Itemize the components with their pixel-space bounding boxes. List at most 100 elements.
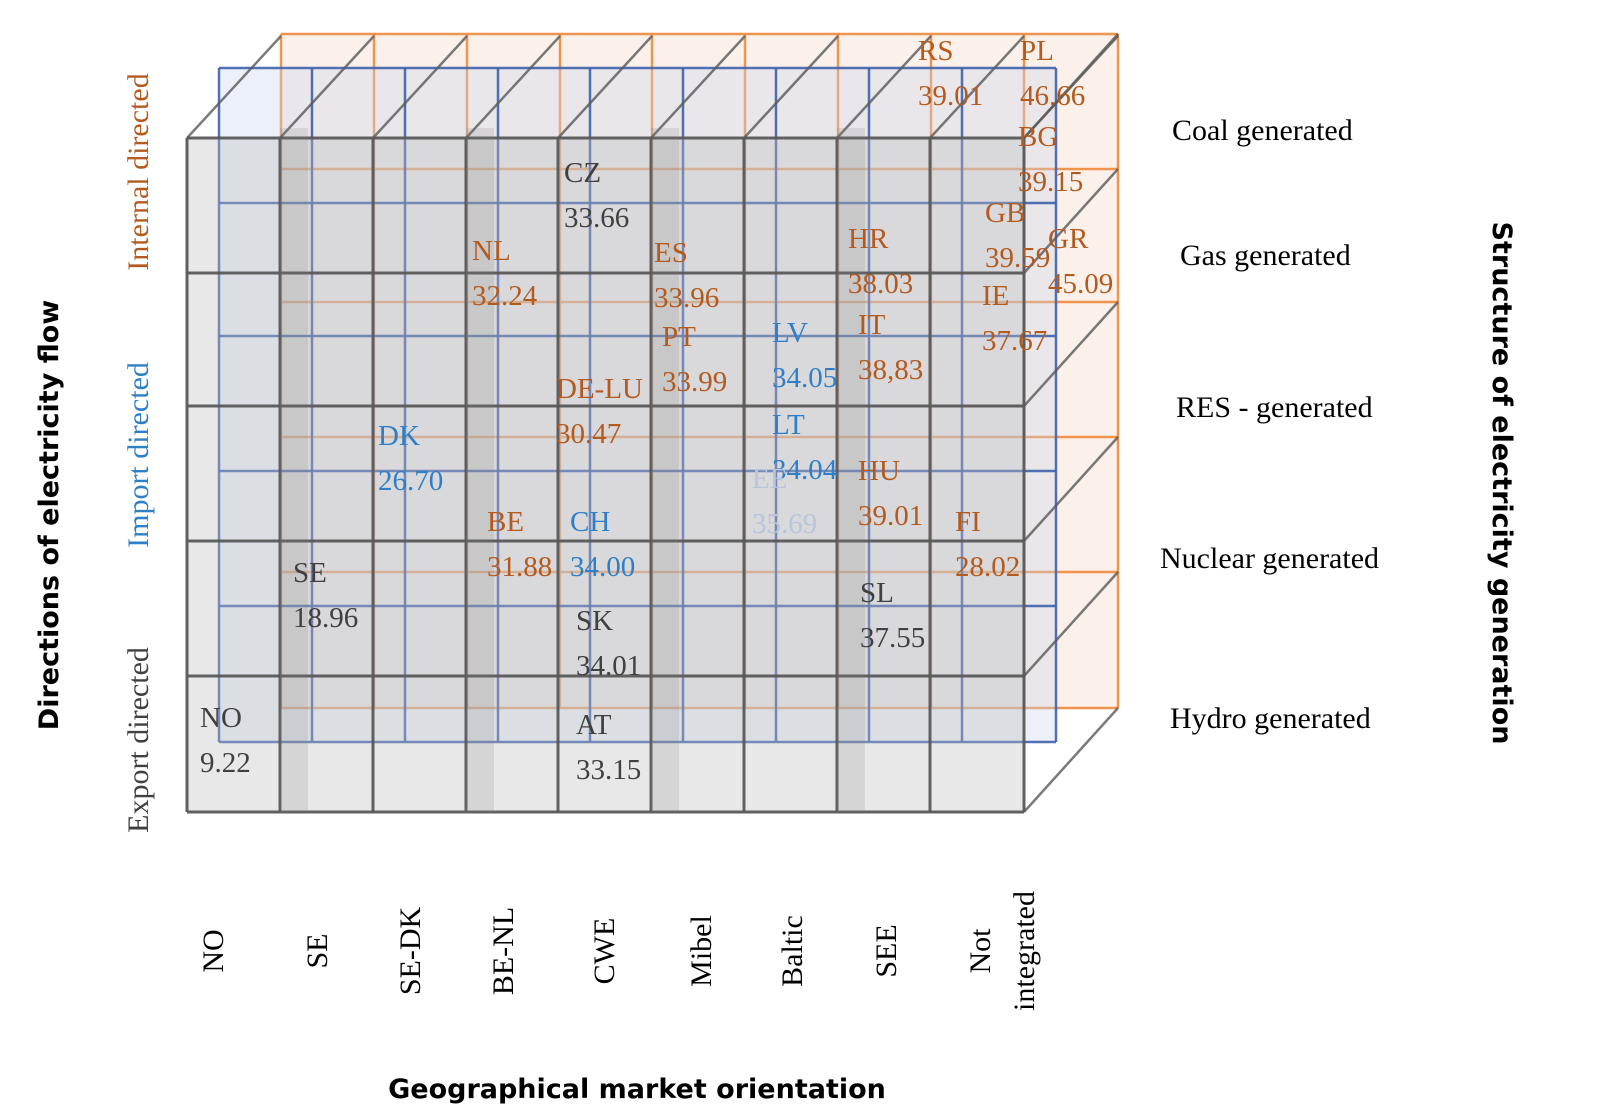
market-label-cwe: CWE [588, 918, 621, 985]
country-label-de-lu: DE-LU 30.47 [556, 373, 643, 450]
flow-label-export: Export directed [122, 647, 155, 833]
generation-label-gas: Gas generated [1180, 239, 1351, 272]
grid-line [743, 35, 839, 139]
country-code: PL [1020, 35, 1054, 67]
grid-line [929, 35, 1025, 139]
country-code: FI [955, 506, 981, 538]
country-code: AT [576, 709, 612, 741]
country-label-ee: EE 35.69 [752, 463, 817, 540]
country-value: 33.66 [564, 202, 629, 234]
country-code: SK [576, 605, 613, 637]
grid-line [279, 35, 375, 139]
country-value: 38,83 [858, 354, 923, 386]
country-label-be: BE 31.88 [487, 506, 552, 583]
country-code: BE [487, 506, 524, 538]
country-value: 9.22 [200, 747, 251, 779]
country-value: 45.09 [1048, 268, 1113, 300]
market-label-se-dk: SE-DK [394, 907, 427, 996]
country-value: 39.15 [1018, 166, 1083, 198]
market-label-mibel: Mibel [685, 915, 718, 987]
grid-line [1023, 571, 1119, 677]
grid-line [465, 35, 561, 139]
country-value: 31.88 [487, 551, 552, 583]
grid-face [280, 128, 308, 812]
market-label-no: NO [197, 929, 230, 972]
country-value: 37.67 [982, 325, 1047, 357]
generation-label-nuclear: Nuclear generated [1160, 542, 1379, 575]
country-code: SE [293, 557, 327, 589]
country-value: 26.70 [378, 465, 443, 497]
market-label-see: SEE [870, 924, 903, 977]
flow-label-import: Import directed [122, 362, 155, 548]
generation-label-res: RES - generated [1176, 391, 1373, 424]
country-code: BG [1018, 121, 1058, 153]
grid-line [1023, 33, 1119, 139]
country-label-pt: PT 33.99 [662, 321, 727, 398]
country-value: 39.59 [985, 242, 1050, 274]
right-axis-title: Structure of electricity generation [1486, 222, 1517, 745]
country-value: 37.55 [860, 622, 925, 654]
country-label-dk: DK 26.70 [378, 420, 443, 497]
country-label-rs: RS 39.01 [918, 35, 983, 112]
grid-face [281, 34, 1118, 708]
country-code: EE [752, 463, 787, 495]
country-value: 33.15 [576, 754, 641, 786]
country-label-lt: LT 34.04 [772, 409, 838, 486]
country-code: ES [654, 237, 688, 269]
country-code: CZ [564, 157, 601, 189]
country-label-ie: IE 37.67 [982, 280, 1047, 357]
country-code: LT [772, 409, 805, 441]
country-value: 34.00 [570, 551, 635, 583]
country-value: 34.04 [772, 454, 838, 486]
country-label-hu: HU 39.01 [858, 455, 923, 532]
flow-label-internal: Internal directed [122, 73, 155, 270]
country-label-fi: FI 28.02 [955, 506, 1020, 583]
country-label-bg: BG 39.15 [1018, 121, 1083, 198]
country-label-es: ES 33.96 [654, 237, 719, 314]
country-label-hr: HR 38.03 [848, 223, 913, 300]
country-code: GR [1048, 223, 1089, 255]
grid-line [557, 35, 653, 139]
country-code: NL [472, 235, 511, 267]
country-value: 33.99 [662, 366, 727, 398]
country-label-sl: SL 37.55 [860, 577, 925, 654]
country-label-gr: GR 45.09 [1048, 223, 1113, 300]
grid-face [837, 128, 865, 812]
country-code: HU [858, 455, 900, 487]
country-label-it: IT 38,83 [858, 309, 923, 386]
country-value: 39.01 [918, 80, 983, 112]
grid-line [650, 35, 746, 139]
country-value: 28.02 [955, 551, 1020, 583]
grid-line [1023, 707, 1119, 813]
country-code: HR [848, 223, 889, 255]
country-code: GB [985, 197, 1025, 229]
country-label-se: SE 18.96 [293, 557, 358, 634]
grid-line [1023, 168, 1119, 274]
grid-face [466, 128, 494, 812]
country-code: RS [918, 35, 953, 67]
country-code: CH [570, 506, 610, 538]
country-code: IE [982, 280, 1009, 312]
country-code: DK [378, 420, 420, 452]
grid-face [651, 128, 679, 812]
bottom-axis-title: Geographical market orientation [388, 1074, 886, 1105]
top-layer-edges [186, 33, 1119, 813]
country-value: 46.66 [1020, 80, 1085, 112]
country-value: 35.69 [752, 508, 817, 540]
country-label-pl: PL 46.66 [1020, 35, 1085, 112]
market-label-be-nl: BE-NL [487, 907, 520, 995]
market-label-baltic: Baltic [776, 915, 809, 987]
grid-line [836, 35, 932, 139]
country-value: 39.01 [858, 500, 923, 532]
country-value: 18.96 [293, 602, 358, 634]
country-value: 33.96 [654, 282, 719, 314]
country-label-ch: CH 34.00 [570, 506, 635, 583]
market-label-se: SE [301, 933, 334, 968]
country-label-lv: LV 34.05 [772, 317, 837, 394]
country-code: PT [662, 321, 696, 353]
country-value: 34.01 [576, 650, 641, 682]
market-label-not-integrated: Not integrated [964, 891, 1041, 1011]
generation-label-coal: Coal generated [1172, 114, 1353, 147]
